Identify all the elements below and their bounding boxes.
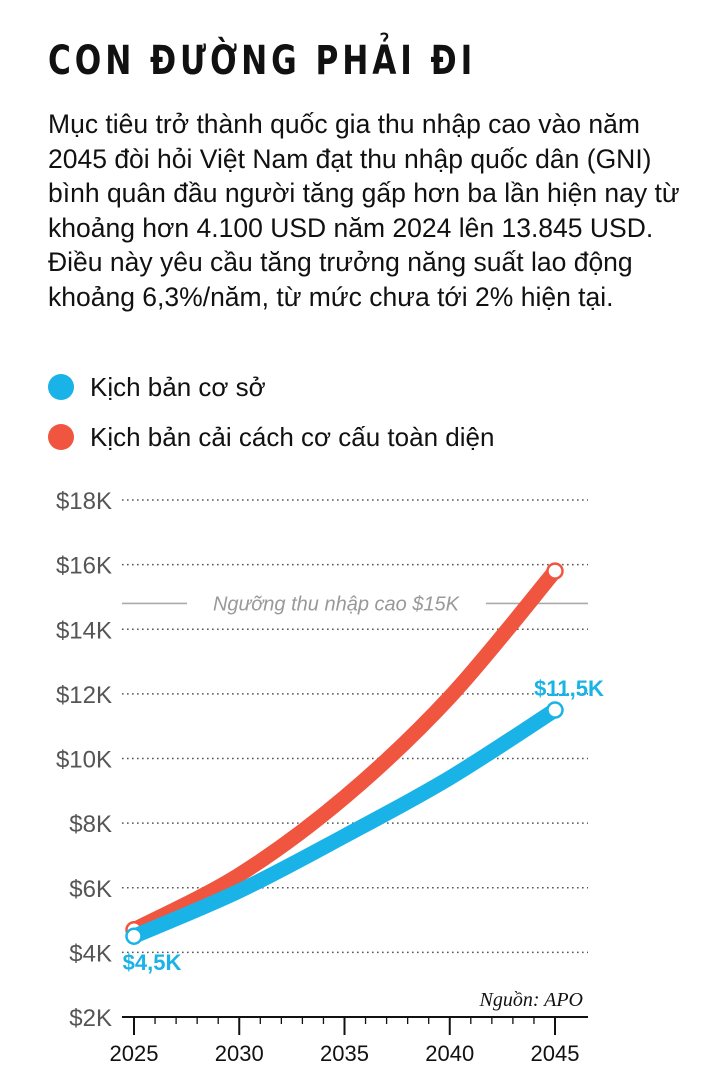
page-title: CON ĐƯỜNG PHẢI ĐI xyxy=(48,38,477,84)
legend-item-reform: Kịch bản cải cách cơ cấu toàn diện xyxy=(48,412,494,462)
legend-dot-reform xyxy=(48,424,74,450)
threshold-label: Ngưỡng thu nhập cao $15K xyxy=(213,593,461,615)
y-tick-label: $6K xyxy=(69,876,112,903)
y-tick-label: $10K xyxy=(56,747,112,774)
x-tick-label: 2025 xyxy=(110,1041,159,1066)
endpoint-marker xyxy=(546,562,564,580)
legend-item-baseline: Kịch bản cơ sở xyxy=(48,362,494,412)
x-tick-label: 2035 xyxy=(320,1041,369,1066)
chart-description: Mục tiêu trở thành quốc gia thu nhập cao… xyxy=(48,109,680,312)
x-tick-label: 2040 xyxy=(425,1041,474,1066)
y-tick-label: $18K xyxy=(56,488,112,515)
endpoint-marker xyxy=(546,701,564,719)
data-label-end: $11,5K xyxy=(534,676,604,701)
endpoint-marker xyxy=(125,927,143,945)
series-line-baseline xyxy=(126,702,563,944)
y-tick-label: $16K xyxy=(56,553,112,580)
legend: Kịch bản cơ sở Kịch bản cải cách cơ cấu … xyxy=(48,362,494,462)
y-tick-label: $4K xyxy=(69,940,112,967)
data-label-start: $4,5K xyxy=(123,950,182,975)
legend-label-reform: Kịch bản cải cách cơ cấu toàn diện xyxy=(90,421,495,452)
y-tick-label: $8K xyxy=(69,811,112,838)
y-tick-label: $2K xyxy=(69,1005,112,1032)
x-tick-label: 2030 xyxy=(215,1041,264,1066)
y-tick-label: $12K xyxy=(56,682,112,709)
x-tick-label: 2045 xyxy=(531,1041,580,1066)
legend-dot-baseline xyxy=(48,374,74,400)
source-note: Nguồn: APO xyxy=(478,989,583,1011)
legend-label-baseline: Kịch bản cơ sở xyxy=(90,371,266,402)
series-line-reform xyxy=(126,563,563,938)
y-tick-label: $14K xyxy=(56,617,112,644)
